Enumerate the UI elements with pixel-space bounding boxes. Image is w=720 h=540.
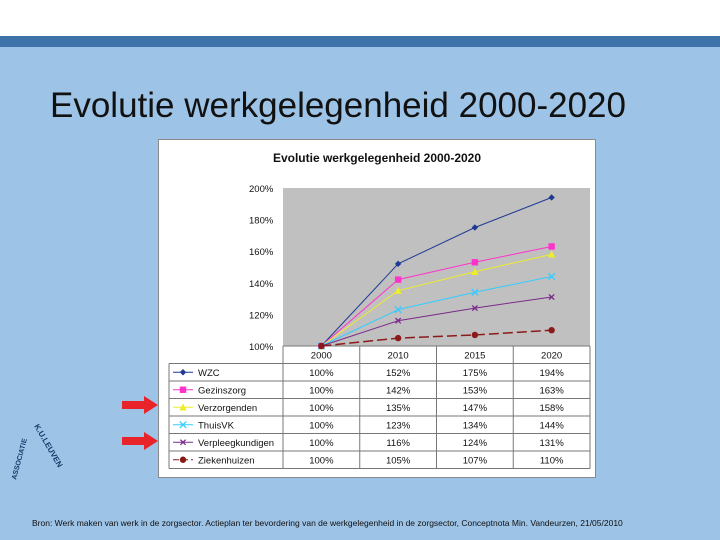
legend-marker-thuisvk [179, 421, 187, 429]
data-label: 124% [463, 438, 488, 449]
category-label: 2020 [541, 351, 562, 362]
legend-marker-ziekenhuizen [179, 456, 187, 463]
legend-label-ziekenhuizen: Ziekenhuizen [198, 455, 255, 466]
point-thuisvk [471, 288, 479, 296]
category-label: 2010 [388, 351, 409, 362]
y-tick-label: 200% [249, 184, 274, 195]
point-verzorgenden [547, 250, 556, 258]
kuleuven-association-logo: ASSOCIATIE K.U.LEUVEN [11, 423, 64, 481]
data-label: 153% [463, 385, 488, 396]
y-tick-label: 140% [249, 279, 274, 290]
data-label: 142% [386, 385, 411, 396]
arrow-icon-verpleegkundigen [122, 432, 158, 450]
legend-label-thuisvk: ThuisVK [198, 420, 235, 431]
point-gezinszorg [471, 259, 479, 266]
data-label: 123% [386, 420, 411, 431]
data-label: 158% [539, 403, 564, 414]
point-verzorgenden [394, 287, 402, 294]
data-label: 135% [386, 403, 411, 414]
data-label: 100% [309, 455, 334, 466]
svg-text:K.U.LEUVEN: K.U.LEUVEN [32, 423, 64, 470]
point-ziekenhuizen [318, 342, 325, 350]
arrow-icon-verzorgenden [122, 396, 158, 414]
svg-text:ASSOCIATIE: ASSOCIATIE [11, 438, 29, 481]
point-thuisvk [394, 306, 402, 314]
data-label: 110% [540, 455, 564, 466]
legend-label-gezinszorg: Gezinszorg [198, 385, 246, 396]
legend-marker-verpleegkundigen [179, 439, 187, 446]
point-gezinszorg [394, 276, 402, 283]
point-wzc [548, 194, 555, 201]
y-tick-label: 160% [249, 247, 274, 258]
slide-title: Evolutie werkgelegenheid 2000-2020 [50, 86, 626, 125]
series-line-wzc [321, 197, 552, 347]
data-label: 144% [539, 420, 564, 431]
data-label: 107% [463, 455, 488, 466]
plot-area [283, 188, 590, 346]
series-line-gezinszorg [321, 245, 552, 347]
y-tick-label: 120% [249, 310, 274, 321]
legend-label-verzorgenden: Verzorgenden [198, 403, 257, 414]
data-label: 147% [463, 403, 488, 414]
data-label: 100% [309, 420, 334, 431]
series-line-verpleegkundigen [321, 296, 552, 347]
data-label: 100% [309, 368, 334, 379]
header-bar [0, 36, 720, 47]
source-note: Bron: Werk maken van werk in de zorgsect… [32, 518, 623, 528]
point-ziekenhuizen [471, 331, 479, 339]
point-wzc [394, 260, 402, 268]
point-gezinszorg [548, 243, 555, 250]
chart-panel: Evolutie werkgelegenheid 2000-2020 200% 18… [158, 139, 596, 478]
point-ziekenhuizen [394, 334, 402, 342]
top-band [0, 0, 720, 36]
point-verzorgenden [471, 268, 479, 275]
legend-label-wzc: WZC [198, 368, 220, 379]
data-label: 100% [309, 403, 334, 414]
legend-marker-wzc [179, 369, 187, 376]
series-line-verzorgenden [321, 253, 552, 347]
category-label: 2000 [311, 351, 332, 362]
data-label: 134% [463, 420, 488, 431]
data-label: 163% [539, 385, 564, 396]
y-tick-label: 100% [249, 342, 274, 353]
point-verpleegkundigen [471, 305, 478, 312]
data-label: 152% [386, 368, 411, 379]
data-label: 194% [539, 368, 564, 379]
series-line-thuisvk [321, 275, 552, 347]
point-ziekenhuizen [548, 327, 555, 334]
data-label: 175% [463, 368, 488, 379]
legend-marker-gezinszorg [179, 386, 187, 393]
data-label: 131% [539, 438, 564, 449]
legend-marker-verzorgenden [179, 403, 187, 411]
line-chart: Evolutie werkgelegenheid 2000-2020 200% 18… [168, 151, 591, 469]
data-label: 100% [309, 385, 334, 396]
data-label: 116% [386, 438, 410, 449]
chart-title: Evolutie werkgelegenheid 2000-2020 [273, 151, 481, 165]
data-label: 100% [309, 438, 334, 449]
point-verpleegkundigen [395, 317, 402, 324]
series-line-ziekenhuizen [321, 329, 552, 347]
point-thuisvk [547, 272, 556, 281]
data-label: 105% [386, 455, 411, 466]
legend-label-verpleegkundigen: Verpleegkundigen [198, 438, 274, 449]
point-verpleegkundigen [548, 293, 555, 301]
y-tick-label: 180% [249, 216, 274, 227]
category-label: 2015 [464, 351, 485, 362]
